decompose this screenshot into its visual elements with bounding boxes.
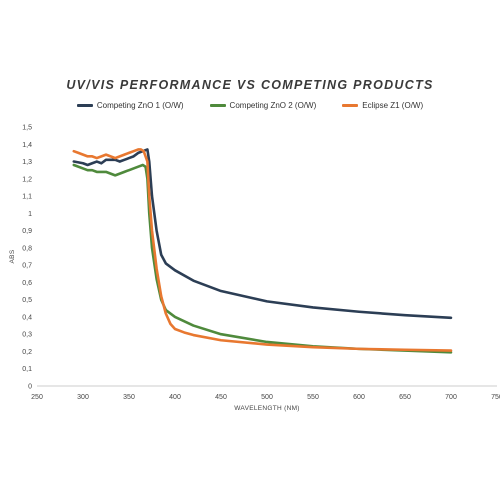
x-tick-label: 500 [261, 394, 273, 401]
y-tick-label: 0,8 [22, 245, 32, 252]
legend-swatch-competing-zno-2 [209, 104, 226, 107]
y-tick-label: 1,4 [22, 142, 32, 149]
x-tick-label: 300 [77, 394, 89, 401]
y-axis-title: ABS [9, 249, 16, 263]
chart-title: UV/VIS PERFORMANCE VS COMPETING PRODUCTS [66, 78, 434, 92]
x-tick-label: 450 [215, 394, 227, 401]
x-tick-label: 400 [169, 394, 181, 401]
legend-item-competing-zno-2: Competing ZnO 2 (O/W) [209, 101, 317, 110]
legend-label-competing-zno-2: Competing ZnO 2 (O/W) [229, 101, 317, 110]
y-tick-label: 1,5 [22, 125, 32, 132]
y-tick-label: 1,2 [22, 176, 32, 183]
legend-item-eclipse-z1: Eclipse Z1 (O/W) [342, 101, 423, 110]
x-tick-label: 700 [445, 394, 457, 401]
x-tick-label: 650 [399, 394, 411, 401]
y-tick-label: 0,9 [22, 228, 32, 235]
y-tick-label: 0,2 [22, 349, 32, 356]
legend-swatch-eclipse-z1 [342, 104, 359, 107]
series-line-1 [72, 163, 453, 354]
y-tick-label: 0,1 [22, 366, 32, 373]
x-tick-label: 350 [123, 394, 135, 401]
y-tick-label: 1,1 [22, 194, 32, 201]
legend-swatch-competing-zno-1 [76, 104, 93, 107]
y-tick-label: 0,4 [22, 314, 32, 321]
y-tick-label: 0,7 [22, 263, 32, 270]
y-tick-label: 1,3 [22, 159, 32, 166]
series-line-0 [72, 148, 453, 320]
x-tick-label: 550 [307, 394, 319, 401]
x-tick-label: 750 [491, 394, 500, 401]
series-line-2 [72, 148, 453, 352]
x-tick-label: 600 [353, 394, 365, 401]
y-tick-label: 0,3 [22, 332, 32, 339]
legend: Competing ZnO 1 (O/W) Competing ZnO 2 (O… [0, 101, 500, 110]
y-tick-label: 0 [28, 384, 32, 391]
y-tick-label: 1 [28, 211, 32, 218]
legend-label-competing-zno-1: Competing ZnO 1 (O/W) [96, 101, 184, 110]
x-tick-label: 250 [31, 394, 43, 401]
y-tick-label: 0,6 [22, 280, 32, 287]
legend-label-eclipse-z1: Eclipse Z1 (O/W) [362, 101, 424, 110]
x-axis-title: WAVELENGTH (NM) [234, 405, 300, 412]
legend-item-competing-zno-1: Competing ZnO 1 (O/W) [76, 101, 184, 110]
y-tick-label: 0,5 [22, 297, 32, 304]
